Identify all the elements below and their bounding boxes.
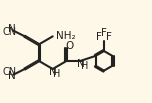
Text: CN: CN xyxy=(3,67,17,77)
Text: O: O xyxy=(65,41,73,51)
Text: H: H xyxy=(53,69,61,79)
Text: NH₂: NH₂ xyxy=(56,31,75,41)
Text: CN: CN xyxy=(3,27,17,37)
Text: N: N xyxy=(49,67,57,77)
Text: N: N xyxy=(8,71,16,81)
Text: N: N xyxy=(8,24,16,34)
Text: F: F xyxy=(106,32,112,42)
Text: F: F xyxy=(101,28,107,38)
Text: F: F xyxy=(96,32,102,42)
Text: H: H xyxy=(81,61,89,71)
Text: N: N xyxy=(77,59,85,69)
